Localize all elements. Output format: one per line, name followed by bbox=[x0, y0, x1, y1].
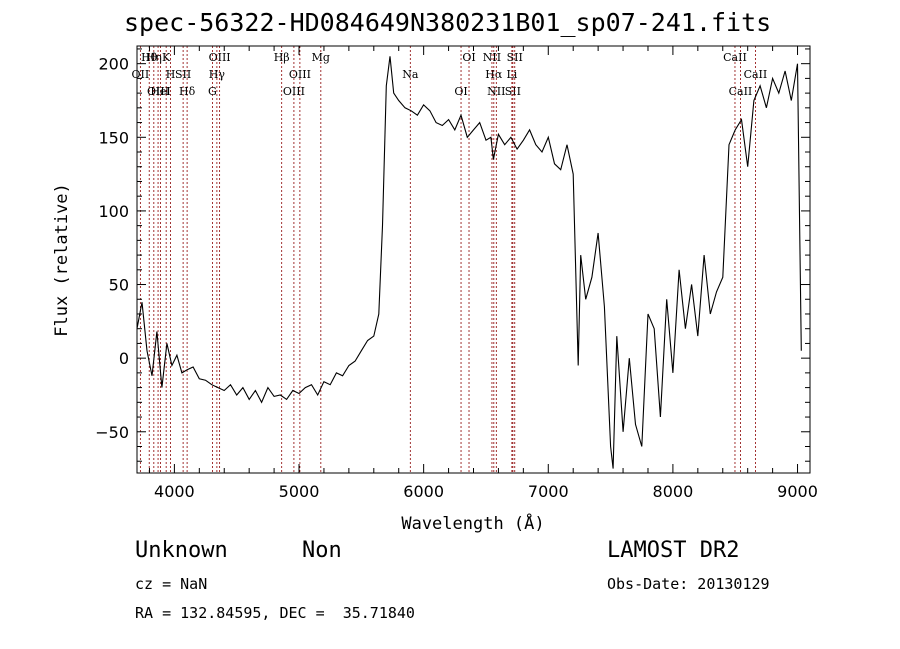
y-tick-label: 200 bbox=[98, 55, 129, 74]
line-marker-label: NII bbox=[487, 85, 505, 98]
object-class: Unknown bbox=[135, 538, 228, 563]
line-marker-label: G bbox=[208, 85, 217, 98]
axis-ticks: 4000 5000 6000 7000 8000 9000 −50 0 50 100 150 200 bbox=[95, 46, 818, 501]
coordinates: RA = 132.84595, DEC = 35.71840 bbox=[135, 604, 415, 622]
x-axis-label: Wavelength (Å) bbox=[401, 512, 544, 534]
line-marker-label: SII bbox=[175, 68, 191, 81]
line-marker-label: SII bbox=[505, 85, 521, 98]
line-marker-label: OIII bbox=[283, 85, 305, 98]
line-marker-label: Hα bbox=[485, 68, 503, 81]
chart-title: spec-56322-HD084649N380231B01_sp07-241.f… bbox=[124, 8, 772, 37]
line-marker-label: OIII bbox=[209, 51, 231, 64]
object-subclass: Non bbox=[302, 538, 342, 563]
line-marker-label: NII bbox=[483, 51, 501, 64]
line-marker-label: Na bbox=[402, 68, 419, 81]
x-tick-label: 4000 bbox=[154, 482, 195, 501]
line-marker-label: Hδ bbox=[179, 85, 196, 98]
y-tick-label: 150 bbox=[98, 128, 129, 147]
line-marker-label: OIII bbox=[147, 85, 169, 98]
y-tick-label: −50 bbox=[95, 423, 129, 442]
x-tick-label: 5000 bbox=[279, 482, 320, 501]
line-marker-label: OIII bbox=[289, 68, 311, 81]
line-marker-label: CaII bbox=[744, 68, 768, 81]
line-marker-label: Hβ bbox=[274, 51, 290, 64]
x-tick-label: 6000 bbox=[403, 482, 444, 501]
redshift-cz: cz = NaN bbox=[135, 575, 208, 593]
observation-date: Obs-Date: 20130129 bbox=[607, 575, 770, 593]
x-tick-label: 9000 bbox=[777, 482, 818, 501]
line-marker-label: CaII bbox=[729, 85, 753, 98]
y-axis-label: Flux (relative) bbox=[52, 183, 72, 337]
line-marker-label: CaII bbox=[723, 51, 747, 64]
y-tick-label: 0 bbox=[119, 349, 129, 368]
spectral-line-markers: HθOIIOIIIKHHeIHηSIIHδOIIIHγGHβOIIIOIIIMg… bbox=[132, 46, 768, 473]
x-tick-label: 7000 bbox=[528, 482, 569, 501]
line-marker-label: OI bbox=[454, 85, 467, 98]
line-marker-label: OII bbox=[132, 68, 150, 81]
line-marker-label: OI bbox=[462, 51, 475, 64]
y-tick-label: 100 bbox=[98, 202, 129, 221]
y-tick-label: 50 bbox=[109, 276, 129, 295]
line-marker-label: Hγ bbox=[209, 68, 226, 81]
line-marker-label: H bbox=[166, 68, 176, 81]
flux-series-line bbox=[136, 56, 802, 469]
line-marker-label: SII bbox=[507, 51, 523, 64]
x-tick-label: 8000 bbox=[653, 482, 694, 501]
line-marker-label: K bbox=[162, 51, 171, 64]
line-marker-label: Mg bbox=[312, 51, 330, 64]
survey-name: LAMOST DR2 bbox=[607, 538, 740, 563]
line-marker-label: HeI bbox=[150, 85, 170, 98]
line-marker-label: Li bbox=[506, 68, 517, 81]
line-marker-label: Hη bbox=[146, 51, 162, 64]
plot-frame bbox=[136, 45, 811, 474]
